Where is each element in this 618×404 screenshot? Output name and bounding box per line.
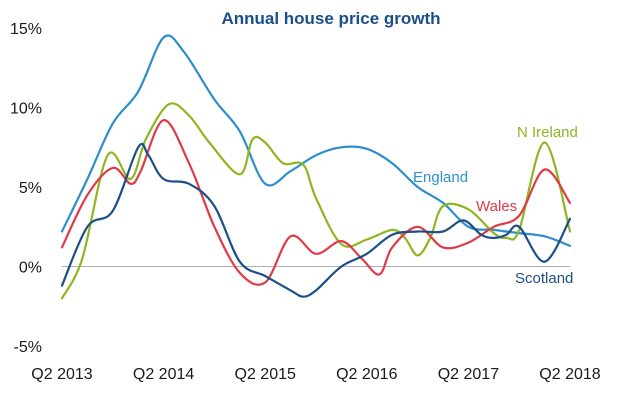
series-label-scotland: Scotland (515, 270, 573, 287)
y-tick-label: 5% (19, 180, 42, 197)
series-line-wales (60, 119, 572, 286)
x-tick-label: Q2 2018 (539, 366, 600, 383)
series-label-england: England (413, 169, 468, 186)
series-labels: England N Ireland Wales Scotland (413, 124, 578, 287)
series-label-n-ireland: N Ireland (517, 124, 578, 141)
series-line-scotland (60, 142, 572, 298)
x-tick-label: Q2 2013 (31, 366, 92, 383)
y-tick-label: 15% (10, 21, 42, 38)
y-tick-label: -5% (14, 339, 42, 356)
series-label-wales: Wales (476, 198, 517, 215)
y-axis-ticks: 15% 10% 5% 0% -5% (10, 21, 42, 356)
x-tick-label: Q2 2017 (438, 366, 499, 383)
y-tick-label: 10% (10, 101, 42, 118)
series-line-n-ireland (60, 102, 572, 300)
x-axis-ticks: Q2 2013 Q2 2014 Q2 2015 Q2 2016 Q2 2017 Q2 20… (31, 366, 600, 383)
y-tick-label: 0% (19, 260, 42, 277)
series-lines (60, 34, 572, 300)
x-tick-label: Q2 2014 (133, 366, 194, 383)
x-tick-label: Q2 2016 (336, 366, 397, 383)
chart-title: Annual house price growth (221, 9, 440, 28)
series-line-england (60, 34, 572, 247)
x-tick-label: Q2 2015 (235, 366, 296, 383)
